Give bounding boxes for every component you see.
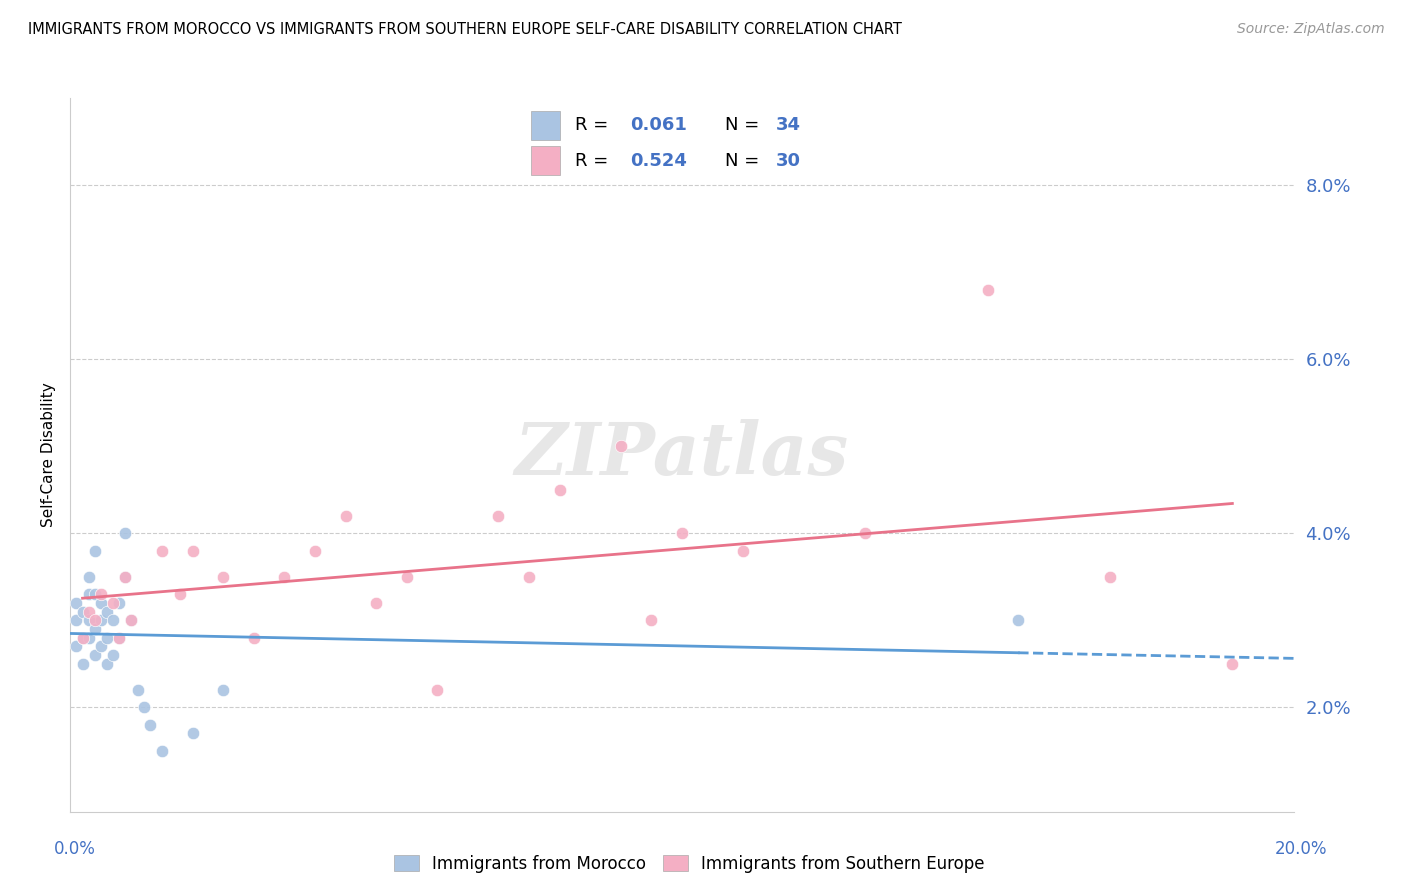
Point	[83, 648, 105, 662]
Point	[65, 640, 87, 654]
Point	[212, 570, 235, 584]
Point	[335, 508, 357, 523]
Point	[108, 596, 131, 610]
Point	[108, 631, 131, 645]
Point	[101, 596, 124, 610]
Text: IMMIGRANTS FROM MOROCCO VS IMMIGRANTS FROM SOUTHERN EUROPE SELF-CARE DISABILITY : IMMIGRANTS FROM MOROCCO VS IMMIGRANTS FR…	[28, 22, 903, 37]
Point	[127, 682, 149, 697]
Point	[77, 631, 100, 645]
Point	[65, 613, 87, 627]
Point	[273, 570, 295, 584]
Point	[733, 543, 755, 558]
Text: Source: ZipAtlas.com: Source: ZipAtlas.com	[1237, 22, 1385, 37]
Point	[96, 605, 118, 619]
Point	[72, 631, 94, 645]
Point	[90, 613, 112, 627]
Point	[855, 526, 877, 541]
Point	[101, 648, 124, 662]
Point	[72, 631, 94, 645]
Point	[426, 682, 449, 697]
Point	[121, 613, 143, 627]
Text: 0.0%: 0.0%	[53, 840, 96, 858]
Y-axis label: Self-Care Disability: Self-Care Disability	[41, 383, 56, 527]
Point	[83, 543, 105, 558]
Point	[243, 631, 266, 645]
Legend: Immigrants from Morocco, Immigrants from Southern Europe: Immigrants from Morocco, Immigrants from…	[387, 848, 991, 880]
FancyBboxPatch shape	[531, 146, 561, 175]
Point	[65, 596, 87, 610]
Point	[77, 605, 100, 619]
Text: ZIPatlas: ZIPatlas	[515, 419, 849, 491]
Text: R =: R =	[575, 152, 614, 169]
Point	[77, 587, 100, 601]
Point	[96, 631, 118, 645]
Point	[108, 631, 131, 645]
Point	[366, 596, 388, 610]
Text: 0.524: 0.524	[630, 152, 686, 169]
Point	[671, 526, 693, 541]
Point	[72, 605, 94, 619]
Point	[181, 726, 204, 740]
Text: 20.0%: 20.0%	[1274, 840, 1327, 858]
Point	[96, 657, 118, 671]
Point	[640, 613, 662, 627]
Point	[139, 717, 162, 731]
Point	[77, 570, 100, 584]
Point	[548, 483, 571, 497]
Point	[72, 657, 94, 671]
Point	[181, 543, 204, 558]
Point	[150, 744, 173, 758]
Point	[114, 570, 136, 584]
Text: N =: N =	[725, 116, 765, 134]
Point	[83, 622, 105, 636]
Point	[77, 613, 100, 627]
Point	[90, 587, 112, 601]
Point	[132, 700, 155, 714]
Point	[150, 543, 173, 558]
Point	[1220, 657, 1243, 671]
Point	[304, 543, 326, 558]
Point	[488, 508, 510, 523]
Point	[114, 526, 136, 541]
Point	[114, 570, 136, 584]
Point	[101, 613, 124, 627]
Point	[83, 613, 105, 627]
Point	[83, 587, 105, 601]
Point	[1007, 613, 1029, 627]
Text: 0.061: 0.061	[630, 116, 686, 134]
Text: 34: 34	[776, 116, 801, 134]
Point	[212, 682, 235, 697]
Point	[1099, 570, 1122, 584]
Text: N =: N =	[725, 152, 765, 169]
Text: 30: 30	[776, 152, 801, 169]
Point	[169, 587, 191, 601]
Point	[976, 283, 998, 297]
Text: R =: R =	[575, 116, 614, 134]
FancyBboxPatch shape	[531, 111, 561, 140]
Point	[517, 570, 540, 584]
Point	[90, 596, 112, 610]
Point	[610, 439, 633, 453]
Point	[395, 570, 418, 584]
Point	[121, 613, 143, 627]
Point	[90, 640, 112, 654]
